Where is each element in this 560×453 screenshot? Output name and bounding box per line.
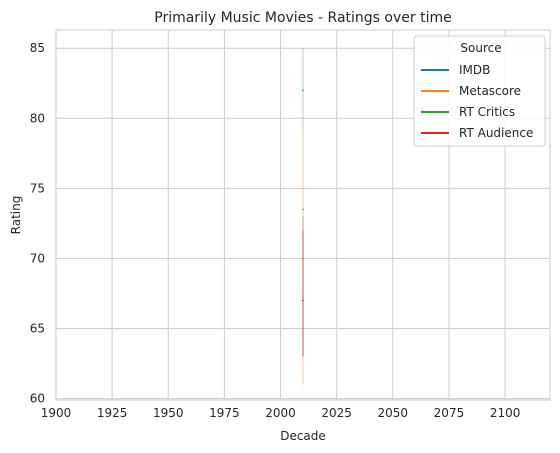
x-tick-label: 2000 [265,406,296,420]
legend-label-rt-critics: RT Critics [459,105,515,119]
legend-title: Source [460,41,501,55]
y-tick-label: 65 [30,322,45,336]
x-axis-label: Decade [280,429,326,443]
x-tick-label: 2050 [378,406,409,420]
y-tick-label: 60 [30,392,45,406]
x-tick-label: 1900 [41,406,72,420]
y-tick-labels: 60 65 70 75 80 85 [30,41,45,405]
legend-box [413,35,546,147]
y-tick-label: 80 [30,111,45,125]
x-tick-label: 1975 [209,406,240,420]
x-tick-labels: 1900 1925 1950 1975 2000 2025 2050 2075 2100 [41,406,521,420]
x-tick-label: 2075 [434,406,465,420]
legend-label-imdb: IMDB [459,63,490,77]
x-tick-label: 2025 [321,406,352,420]
y-tick-label: 70 [30,251,45,265]
legend-items: IMDB Metascore RT Critics RT Audience [421,63,533,140]
plot-frame [55,29,551,401]
y-tick-label: 75 [30,181,45,195]
x-tick-label: 1950 [153,406,184,420]
x-tick-label: 1925 [97,406,128,420]
legend: Source IMDB Metascore RT Critics RT Audienc… [413,35,546,147]
legend-label-metascore: Metascore [459,84,521,98]
x-tick-label: 2100 [490,406,521,420]
y-tick-label: 85 [30,41,45,55]
y-axis-label: Rating [9,196,23,235]
chart-title: Primarily Music Movies - Ratings over ti… [154,10,451,26]
legend-label-rt-audience: RT Audience [459,126,533,140]
